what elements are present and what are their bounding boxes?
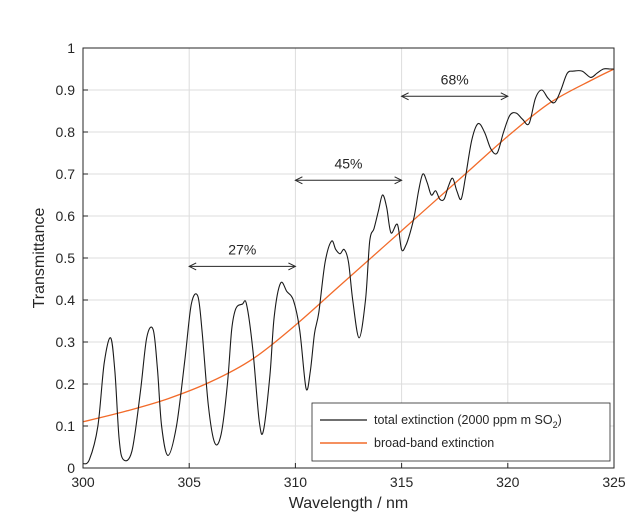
y-axis-label: Transmittance [31,208,48,309]
y-tick-label: 0.2 [56,376,76,392]
x-tick-label: 300 [71,474,95,490]
y-tick-label: 0.7 [56,166,76,182]
x-axis-label: Wavelength / nm [289,495,408,512]
y-tick-label: 1 [67,40,75,56]
y-tick-label: 0.6 [56,208,76,224]
series-broad-band-extinction [82,68,615,423]
tick-labels: 300 305 310 315 320 325 0 0.1 0.2 0.3 0.4 0.5 0.6 0.7… [56,40,626,490]
y-tick-label: 0.5 [56,250,76,266]
annotation-arrowhead-left [400,92,409,101]
y-tick-label: 0.4 [56,292,76,308]
y-tick-label: 0.8 [56,124,76,140]
annotation-arrowhead-left [294,176,303,185]
y-tick-label: 0.3 [56,334,76,350]
series-total-extinction [82,68,614,465]
x-tick-label: 310 [284,474,308,490]
y-tick-label: 0.1 [56,418,76,434]
y-tick-label: 0 [67,460,75,476]
legend-label-broad-band-extinction: broad-band extinction [374,436,494,450]
legend: total extinction (2000 ppm m SO2) broad-… [311,402,611,462]
annotation-arrowhead-right [394,176,403,185]
legend-box [311,402,611,462]
annotation-label: 68% [441,71,469,87]
grid [82,47,615,469]
annotation-arrowhead-right [288,262,297,271]
y-tick-label: 0.9 [56,82,76,98]
plot-area [82,68,615,465]
annotation-label: 45% [334,155,362,171]
x-tick-label: 325 [602,474,626,490]
annotation-arrowhead-right [500,92,509,101]
annotations: 27% 45% 68% [188,71,509,271]
x-tick-label: 320 [496,474,520,490]
annotation-arrowhead-left [188,262,197,271]
legend-label-total-extinction: total extinction (2000 ppm m SO2) [374,413,562,430]
x-tick-label: 315 [390,474,414,490]
annotation-label: 27% [228,241,256,257]
x-tick-label: 305 [178,474,202,490]
